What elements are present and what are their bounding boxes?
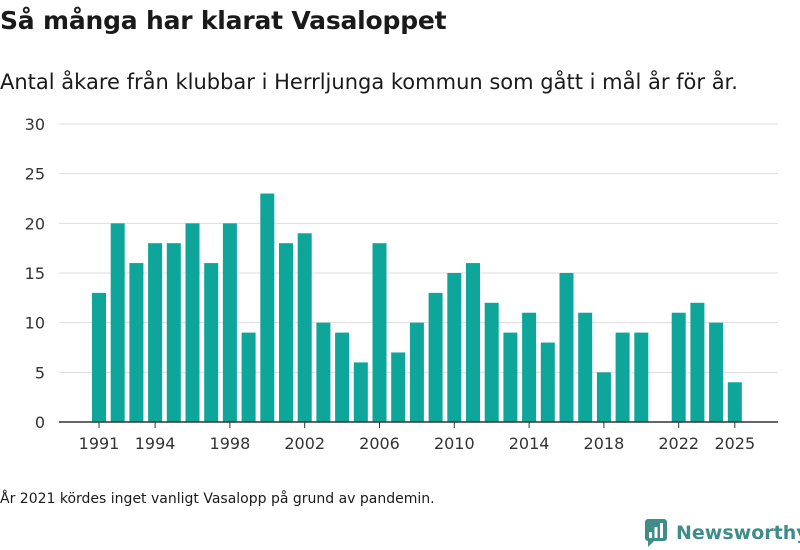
bar-1999 [241, 332, 256, 422]
x-tick-label: 2014 [509, 434, 550, 453]
bar-2001 [279, 243, 293, 422]
bar-2024 [709, 322, 724, 422]
bar-2023 [690, 302, 705, 422]
brand-logo[interactable]: Newsworthy [644, 518, 800, 548]
x-tick-label: 2006 [359, 434, 400, 453]
bar-2005 [353, 362, 368, 422]
bar-2025 [727, 382, 742, 422]
bar-2009 [428, 292, 443, 422]
bar-2002 [297, 233, 312, 422]
x-axis-ticks: 1991 1994 1998 2002 2006 2010 2014 2018 2022 2025 [79, 422, 755, 453]
bar-1993 [129, 263, 144, 422]
bar-1998 [222, 223, 237, 422]
bar-1996 [185, 223, 200, 422]
bar-1994 [148, 243, 163, 422]
y-tick-label: 30 [25, 115, 45, 134]
chart-subtitle: Antal åkare från klubbar i Herrljunga ko… [0, 70, 738, 94]
bar-2017 [578, 312, 593, 422]
bar-2019 [615, 332, 630, 422]
x-tick-label: 2022 [658, 434, 699, 453]
bar-2011 [466, 263, 480, 422]
bar-1992 [110, 223, 125, 422]
bar-1997 [204, 263, 219, 422]
bar-2007 [391, 352, 406, 422]
y-tick-label: 10 [25, 314, 45, 333]
brand-name: Newsworthy [676, 522, 800, 544]
bar-1991 [92, 292, 106, 422]
chart-title: Så många har klarat Vasaloppet [0, 6, 447, 35]
bar-2010 [447, 273, 462, 422]
x-tick-label: 1998 [210, 434, 251, 453]
bar-2014 [522, 312, 537, 422]
x-tick-label: 2018 [584, 434, 625, 453]
x-tick-label: 1991 [79, 434, 120, 453]
bar-2006 [372, 243, 387, 422]
y-axis-ticks: 0 5 10 15 20 25 30 [25, 115, 45, 432]
newsworthy-logo-icon [645, 519, 667, 547]
x-tick-label: 1994 [135, 434, 176, 453]
bar-2000 [260, 193, 275, 422]
y-tick-label: 20 [25, 214, 45, 233]
y-tick-label: 15 [25, 264, 45, 283]
bar-2016 [559, 273, 574, 422]
footnote: År 2021 kördes inget vanligt Vasalopp på… [0, 491, 435, 507]
bar-2013 [503, 332, 518, 422]
bar-2020 [634, 332, 649, 422]
x-tick-label: 2025 [714, 434, 755, 453]
bar-2003 [316, 322, 331, 422]
bar-1995 [166, 243, 181, 422]
x-tick-label: 2010 [434, 434, 475, 453]
bar-2022 [671, 312, 686, 422]
x-tick-label: 2002 [284, 434, 325, 453]
y-tick-label: 5 [35, 363, 45, 382]
bar-2012 [484, 302, 499, 422]
bar-2018 [596, 372, 611, 422]
bars [92, 193, 742, 422]
bar-2008 [409, 322, 424, 422]
bar-2015 [540, 342, 555, 422]
y-tick-label: 0 [35, 413, 45, 432]
y-tick-label: 25 [25, 165, 45, 184]
bar-2004 [335, 332, 350, 422]
